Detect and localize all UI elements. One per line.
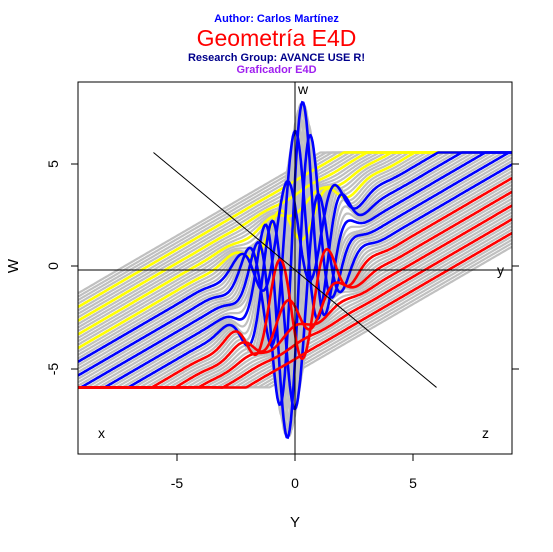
x-tick-label: -5 xyxy=(171,475,184,491)
author-line: Author: Carlos Martínez xyxy=(214,13,339,25)
y-tick-label: 5 xyxy=(45,160,61,168)
y-axis: -5 0 5 W xyxy=(5,160,519,375)
chart-subtitle: Graficador E4D xyxy=(236,64,317,76)
y-tick-label: -5 xyxy=(45,363,61,376)
y-axis-title: W xyxy=(5,258,22,273)
z-direction-axis-line xyxy=(153,152,437,388)
x-axis: -5 0 5 Y xyxy=(171,454,417,531)
x-tick-label: 5 xyxy=(409,475,417,491)
axes-layer xyxy=(78,82,512,454)
axis-letter-x: x xyxy=(98,425,105,441)
y-tick-label: 0 xyxy=(45,262,61,270)
axis-letter-w: w xyxy=(297,81,309,97)
x-axis-title: Y xyxy=(290,514,300,531)
x-tick-label: 0 xyxy=(291,475,299,491)
chart-title: Geometría E4D xyxy=(196,25,357,51)
research-group: Research Group: AVANCE USE R! xyxy=(187,52,366,64)
axis-letter-y: y xyxy=(497,262,504,278)
axis-letter-z: z xyxy=(482,425,489,441)
